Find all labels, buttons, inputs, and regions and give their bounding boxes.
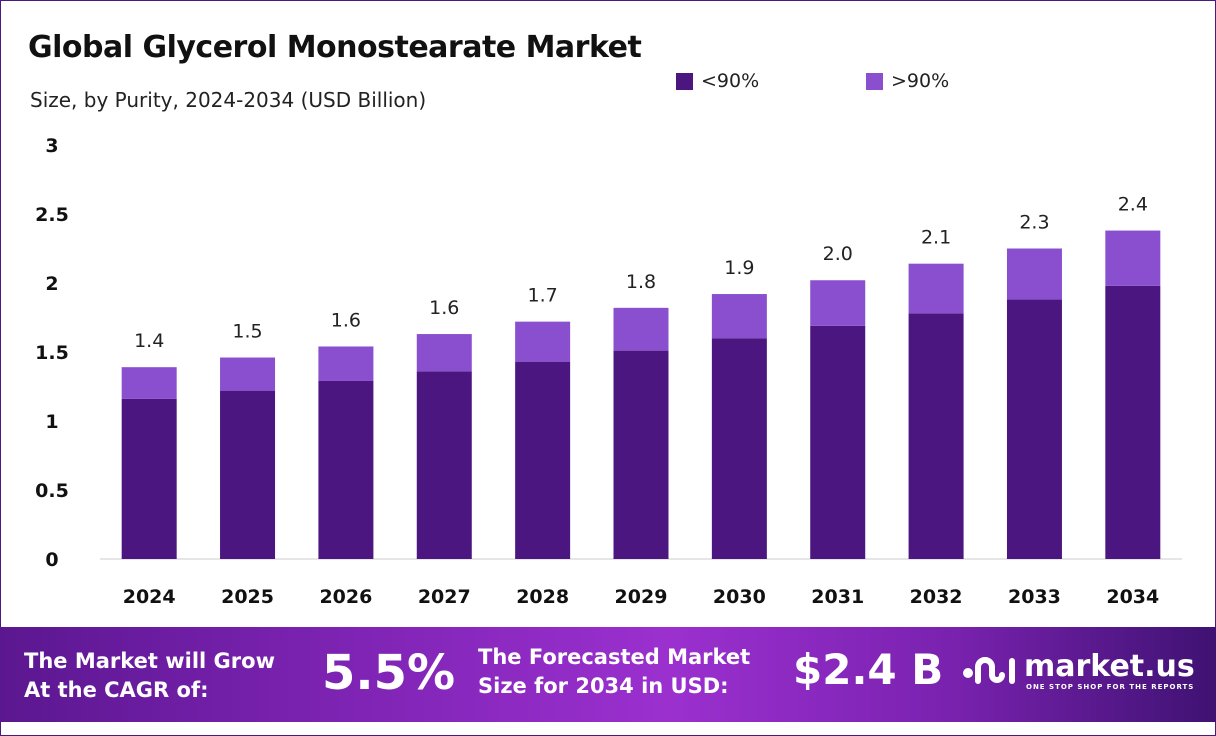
bar-chart: 0 0.5 1 1.5 2 2.5 3 1.4 2024 1.5 2025 1.6 2026 1.6 202… [35, 135, 1182, 608]
bar-segment-above-90 [220, 357, 276, 391]
x-tick-label: 2034 [1106, 586, 1159, 608]
x-tick-label: 2026 [319, 586, 372, 608]
bar-segment-above-90 [810, 280, 866, 326]
chart-title: Global Glycerol Monostearate Market [28, 30, 642, 65]
cagr-label-line1: The Market will Grow [24, 649, 275, 673]
bar-total-label: 1.6 [331, 309, 361, 331]
market-us-logo: market.us ONE STOP SHOP FOR THE REPORTS [962, 649, 1195, 695]
x-tick-label: 2029 [615, 586, 668, 608]
bar-segment-below-90 [121, 398, 177, 559]
bar-segment-above-90 [318, 346, 374, 381]
forecast-label: The Forecasted Market Size for 2034 in U… [478, 643, 750, 701]
bar-segment-above-90 [121, 367, 177, 399]
bar-segment-above-90 [416, 334, 472, 372]
y-tick-label: 0 [45, 549, 58, 571]
y-tick-label: 0.5 [35, 480, 69, 502]
bar-segment-below-90 [711, 338, 767, 559]
bar-segment-above-90 [711, 294, 767, 339]
cagr-label: The Market will Grow At the CAGR of: [24, 647, 275, 705]
x-tick-label: 2027 [418, 586, 471, 608]
cagr-label-line2: At the CAGR of: [24, 678, 209, 702]
bar-segment-below-90 [1105, 285, 1161, 559]
legend-item-below-90: <90% [676, 70, 759, 92]
bar-total-label: 1.4 [134, 330, 164, 352]
bar-total-label: 2.0 [823, 243, 853, 265]
bar-segment-below-90 [1006, 299, 1062, 559]
x-tick-label: 2033 [1008, 586, 1061, 608]
x-tick-label: 2025 [221, 586, 274, 608]
bar-segment-above-90 [515, 321, 571, 362]
x-tick-label: 2030 [713, 586, 766, 608]
bar-total-label: 1.6 [429, 297, 459, 319]
bar-segment-above-90 [613, 307, 669, 351]
cagr-value: 5.5% [322, 645, 456, 701]
forecast-label-line1: The Forecasted Market [478, 645, 751, 669]
y-tick-label: 1.5 [35, 342, 69, 364]
forecast-value: $2.4 B [793, 645, 944, 694]
brand-name: market.us [1024, 649, 1195, 684]
brand-tagline: ONE STOP SHOP FOR THE REPORTS [1026, 683, 1195, 691]
bar-total-label: 1.5 [232, 321, 262, 343]
bar-segment-below-90 [908, 313, 964, 559]
bar-segment-above-90 [908, 263, 964, 314]
bar-segment-below-90 [613, 350, 669, 559]
footer-banner: The Market will Grow At the CAGR of: 5.5… [0, 627, 1216, 722]
bar-segment-above-90 [1105, 230, 1161, 286]
legend-item-above-90: >90% [866, 70, 949, 92]
bar-total-label: 1.7 [528, 285, 558, 307]
bar-segment-below-90 [220, 390, 276, 559]
bar-segment-below-90 [416, 371, 472, 559]
logo-mark-icon [963, 657, 1015, 684]
bar-segment-below-90 [318, 380, 374, 559]
x-tick-label: 2028 [516, 586, 569, 608]
bar-total-label: 2.4 [1118, 194, 1148, 216]
y-tick-label: 2.5 [35, 204, 69, 226]
x-tick-label: 2032 [910, 586, 963, 608]
y-tick-label: 2 [45, 273, 58, 295]
legend-swatch [676, 72, 693, 90]
legend-label: <90% [701, 70, 760, 92]
bar-segment-below-90 [515, 361, 571, 559]
chart-subtitle: Size, by Purity, 2024-2034 (USD Billion) [30, 88, 427, 112]
y-tick-label: 1 [45, 411, 58, 433]
bar-segment-above-90 [1006, 248, 1062, 300]
bar-total-label: 1.9 [724, 257, 754, 279]
legend-label: >90% [891, 70, 950, 92]
x-tick-label: 2031 [811, 586, 864, 608]
x-tick-label: 2024 [123, 586, 176, 608]
bar-total-label: 1.8 [626, 271, 656, 293]
forecast-label-line2: Size for 2034 in USD: [478, 674, 729, 698]
bar-total-label: 2.1 [921, 227, 951, 249]
y-tick-label: 3 [45, 135, 58, 157]
bar-total-label: 2.3 [1019, 212, 1049, 234]
legend-swatch [866, 72, 883, 90]
bar-segment-below-90 [810, 325, 866, 559]
